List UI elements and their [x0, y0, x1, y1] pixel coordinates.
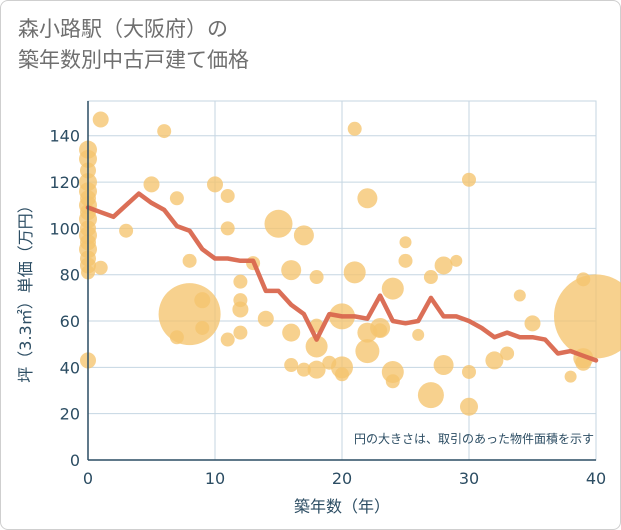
bubble-point [513, 289, 526, 302]
bubble-point [220, 188, 235, 203]
bubble-point [309, 270, 324, 285]
bubble-point [460, 397, 478, 416]
bubble-point [207, 176, 223, 193]
size-annotation: 円の大きさは、取引のあった物件面積を示す [354, 431, 594, 446]
bubble-point [194, 292, 211, 309]
bubble-point [92, 111, 109, 128]
y-tick-label: 100 [49, 219, 80, 238]
bubble-series [79, 111, 621, 416]
x-tick-label: 40 [586, 469, 606, 488]
bubble-point [343, 261, 366, 284]
y-tick-label: 140 [49, 127, 80, 146]
bubble-point [500, 346, 515, 361]
bubble-point [385, 374, 400, 389]
chart-title-line-1: 森小路駅（大阪府）の [18, 17, 228, 41]
bubble-point [433, 355, 454, 376]
average-price-line [85, 191, 599, 363]
bubble-point [462, 364, 476, 379]
chart-title-line-2: 築年数別中古戸建て価格 [18, 48, 249, 72]
bubble-point [335, 367, 349, 382]
x-tick-label: 30 [459, 469, 479, 488]
y-tick-label: 0 [70, 451, 80, 470]
bubble-point [450, 254, 463, 267]
bubble-point [282, 323, 301, 342]
bubble-point [434, 256, 453, 275]
axes: 0 20 40 60 80 100 120 140 0 10 20 30 40 [49, 101, 606, 488]
bubble-point [158, 283, 221, 346]
bubble-point [195, 320, 210, 335]
bubble-point [347, 121, 362, 136]
chart-title: 森小路駅（大阪府）の 築年数別中古戸建て価格 [18, 14, 249, 76]
bubble-point [524, 315, 541, 332]
bubble-point [119, 223, 134, 238]
y-tick-label: 20 [60, 405, 80, 424]
bubble-point [485, 351, 504, 370]
bubble-point [412, 328, 425, 341]
bubble-point [143, 176, 160, 193]
bubble-point [564, 370, 577, 383]
x-axis-label: 築年数（年） [294, 497, 390, 516]
grid-lines [87, 100, 597, 461]
y-tick-label: 120 [49, 173, 80, 192]
x-tick-label: 10 [205, 469, 225, 488]
bubble-point [398, 253, 413, 268]
bubble-point [373, 323, 388, 338]
bubble-point [462, 172, 476, 187]
bubble-point [233, 325, 248, 340]
bubble-point [307, 360, 326, 379]
bubble-point [220, 332, 235, 347]
bubble-point [423, 270, 438, 285]
bubble-point [417, 382, 444, 409]
bubble-point [381, 277, 404, 300]
bubble-point [233, 274, 248, 289]
x-tick-label: 20 [332, 469, 352, 488]
bubble-point [399, 236, 412, 249]
y-tick-label: 40 [60, 358, 80, 377]
bubble-point [93, 260, 108, 275]
bubble-point [257, 310, 274, 327]
bubble-point [232, 301, 249, 318]
x-tick-label: 0 [83, 469, 93, 488]
y-tick-label: 60 [60, 312, 80, 331]
y-tick-label: 80 [60, 266, 80, 285]
bubble-point [157, 124, 172, 139]
bubble-point [296, 362, 311, 377]
y-axis-label: 坪（3.3㎡）単価（万円） [16, 197, 35, 382]
bubble-point [293, 225, 314, 246]
bubble-point [264, 209, 293, 238]
average-line-series [85, 191, 599, 363]
bubble-point [355, 339, 380, 364]
bubble-point [554, 274, 621, 359]
bubble-point [182, 253, 197, 268]
bubble-point [284, 358, 299, 373]
bubble-point [169, 191, 184, 206]
bubble-point [305, 335, 328, 358]
bubble-point [220, 221, 235, 236]
bubble-point [357, 188, 378, 209]
bubble-point [281, 260, 302, 281]
